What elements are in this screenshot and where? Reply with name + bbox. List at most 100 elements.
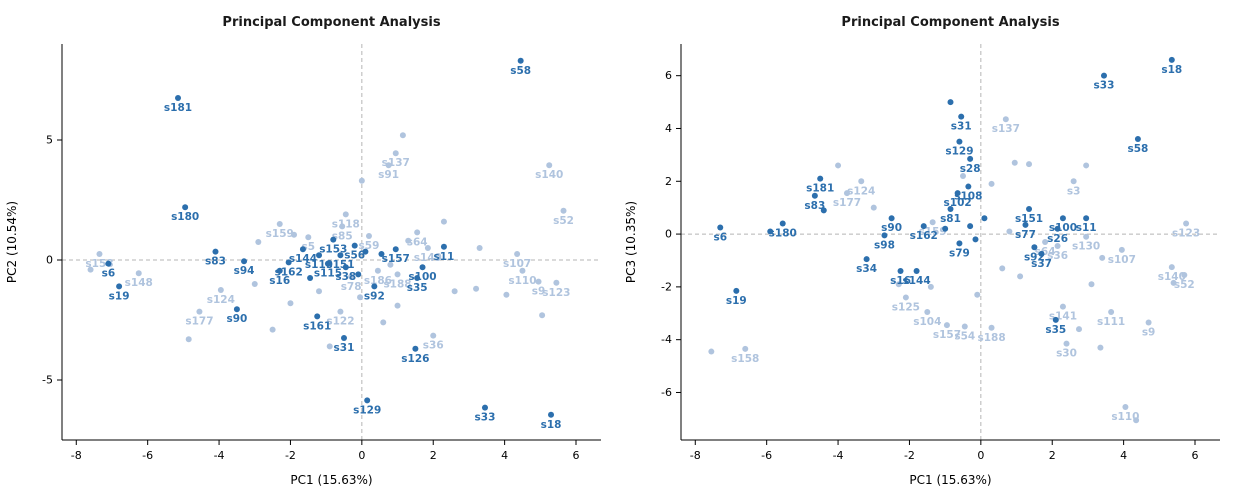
point-label: s36 xyxy=(423,340,444,352)
data-point xyxy=(414,275,421,281)
x-tick-label: -6 xyxy=(761,449,772,462)
point-label: s110 xyxy=(1111,411,1139,423)
data-point xyxy=(988,324,995,331)
data-point xyxy=(835,162,842,169)
data-point xyxy=(251,281,258,287)
point-label: s34 xyxy=(856,263,877,275)
data-point xyxy=(717,224,724,231)
y-tick-label: 6 xyxy=(665,69,672,82)
point-label: s35 xyxy=(1045,324,1066,336)
data-point xyxy=(314,313,321,320)
point-label: s177 xyxy=(833,197,861,209)
data-point xyxy=(779,220,786,227)
point-label: s157 xyxy=(382,253,410,265)
data-point xyxy=(843,190,850,197)
data-point xyxy=(316,288,323,295)
point-label: s52 xyxy=(1174,279,1195,291)
point-label: s36 xyxy=(1047,250,1068,262)
y-tick-label: 5 xyxy=(46,134,53,147)
pca-plot-pc1-pc3: Principal Component Analysis -8 -6 -4 -2 0 2 4 6… xyxy=(624,15,1220,487)
data-point xyxy=(330,236,337,243)
data-point xyxy=(881,232,888,239)
point-label: s151 xyxy=(1015,213,1043,225)
data-point xyxy=(291,231,298,238)
data-point xyxy=(929,219,936,226)
x-tick-label: 4 xyxy=(1120,449,1127,462)
data-point xyxy=(287,300,294,307)
point-label: s153 xyxy=(319,244,347,256)
point-label: s144 xyxy=(903,275,931,287)
point-label: s11 xyxy=(434,251,455,263)
data-point xyxy=(405,237,412,244)
data-point xyxy=(954,190,961,197)
point-label: s38 xyxy=(335,271,356,283)
data-point xyxy=(96,251,103,257)
data-point xyxy=(380,319,387,326)
data-point xyxy=(947,99,954,106)
point-label: s58 xyxy=(1127,143,1148,155)
data-point xyxy=(217,287,224,293)
data-point xyxy=(1022,221,1029,228)
point-label: s77 xyxy=(1015,229,1036,241)
data-point xyxy=(394,302,401,309)
point-label: s137 xyxy=(382,157,410,169)
data-point xyxy=(1122,404,1129,410)
data-point xyxy=(1145,319,1152,326)
data-point xyxy=(440,218,447,225)
data-point xyxy=(342,264,349,271)
data-point xyxy=(326,343,333,350)
data-point xyxy=(503,291,510,298)
point-label: s16 xyxy=(269,275,290,287)
point-label: s81 xyxy=(940,213,961,225)
point-label: s180 xyxy=(171,211,199,223)
point-label: s137 xyxy=(992,123,1020,135)
y-tick-label: 2 xyxy=(665,175,672,188)
data-point xyxy=(116,283,123,290)
data-point xyxy=(305,234,312,241)
point-label: s58 xyxy=(510,65,531,77)
point-label: s91 xyxy=(378,169,399,181)
data-point xyxy=(974,291,981,298)
data-point xyxy=(958,113,965,120)
data-point xyxy=(535,278,542,285)
data-point xyxy=(1083,233,1090,240)
point-label: s158 xyxy=(731,353,759,365)
x-tick-label: 2 xyxy=(1049,449,1056,462)
point-label: s6 xyxy=(713,231,727,243)
point-label: s19 xyxy=(109,290,130,302)
point-label: s98 xyxy=(874,239,895,251)
data-point xyxy=(105,260,112,267)
data-point xyxy=(399,132,406,139)
point-label: s180 xyxy=(769,228,797,240)
data-point xyxy=(920,223,927,230)
data-point xyxy=(956,240,963,247)
point-label: s115 xyxy=(314,268,342,280)
x-tick-label: -2 xyxy=(285,449,296,462)
plot-title: Principal Component Analysis xyxy=(222,15,440,30)
data-point xyxy=(285,259,292,266)
data-point xyxy=(1052,316,1059,323)
data-point xyxy=(1134,136,1141,143)
point-label: s9 xyxy=(1142,327,1156,339)
data-point xyxy=(385,162,392,169)
data-point xyxy=(175,95,182,101)
y-tick-label: 4 xyxy=(665,122,672,135)
point-label: s94 xyxy=(234,265,255,277)
data-point xyxy=(1042,239,1049,245)
point-label: s59 xyxy=(359,240,380,252)
data-point xyxy=(742,345,749,352)
point-label: s104 xyxy=(913,316,941,328)
point-label: s102 xyxy=(944,197,972,209)
data-point xyxy=(419,264,426,271)
point-label: s148 xyxy=(125,277,153,289)
point-label: s37 xyxy=(1031,258,1052,270)
data-point xyxy=(255,239,262,245)
point-label: s110 xyxy=(508,275,536,287)
point-label: s3 xyxy=(1067,185,1081,197)
point-label: s16 xyxy=(890,275,911,287)
data-point xyxy=(392,246,399,253)
data-point xyxy=(451,288,458,295)
point-label: s28 xyxy=(960,163,981,175)
pca-plot-pc1-pc2: Principal Component Analysis -8 -6 -4 -2 0 2 4 6… xyxy=(5,15,601,487)
